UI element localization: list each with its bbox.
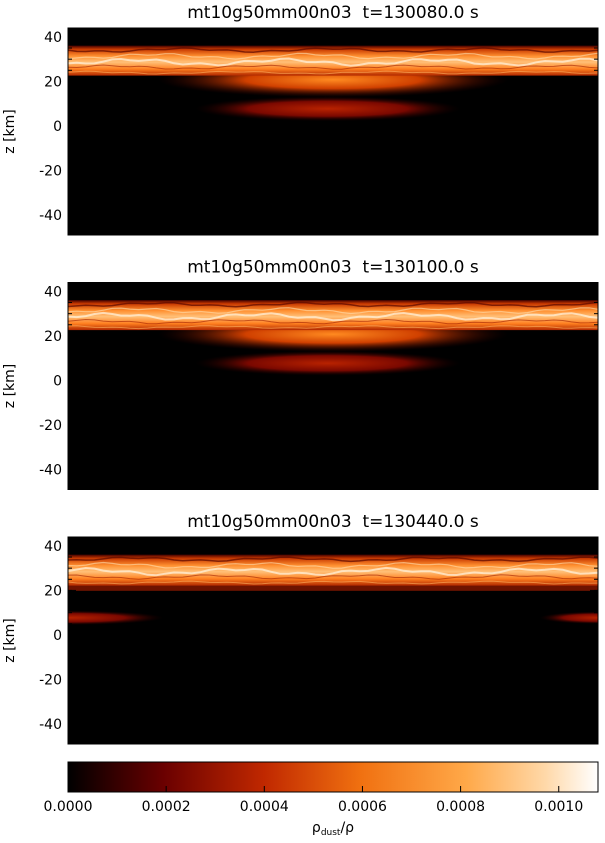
y-tick-label: 0 [53,119,62,135]
colorbar-label: ρdust/ρ [312,820,354,838]
streak [68,52,598,60]
streak [68,307,598,315]
heatmap [68,28,598,235]
colorbar-tick-label: 0.0002 [142,799,191,815]
streak [68,580,598,585]
y-tick-label: 20 [44,329,62,345]
dust-blob [539,611,598,624]
heatmap [68,537,598,744]
y-tick-label: -40 [39,462,62,478]
colorbar-tick-label: 0.0006 [338,799,387,815]
colorbar-tick-label: 0.0010 [534,799,583,815]
streak [68,318,598,325]
y-tick-label: -20 [39,418,62,434]
streak [68,325,598,330]
colorbar-tick-label: 0.0008 [436,799,485,815]
streak [68,556,598,563]
streak [68,301,598,308]
panel-title: mt10g50mm00n03 t=130440.0 s [187,512,479,532]
colorbar-tick-label: 0.0004 [240,799,289,815]
panel-title: mt10g50mm00n03 t=130080.0 s [187,3,479,23]
y-tick-label: 0 [53,373,62,389]
heatmap [68,282,598,490]
y-tick-label: 20 [44,74,62,90]
y-tick-label: 0 [53,628,62,644]
label-rest: /ρ [340,820,354,836]
y-tick-label: 40 [44,539,62,555]
y-tick-label: -40 [39,717,62,733]
streak [68,47,598,53]
panel-title: mt10g50mm00n03 t=130100.0 s [187,258,479,278]
streak [68,64,598,70]
y-tick-label: -20 [39,672,62,688]
streak [68,57,598,67]
y-tick-label: 40 [44,30,62,46]
label-sub: dust [321,828,341,838]
dust-blob [68,610,164,625]
y-axis-label: z [km] [2,109,18,153]
colorbar [67,761,599,793]
streak [68,574,598,580]
y-tick-label: 40 [44,284,62,300]
y-tick-label: -20 [39,163,62,179]
y-axis-label: z [km] [2,618,18,662]
y-tick-label: -40 [39,208,62,224]
dust-blob [195,350,461,376]
y-axis-label: z [km] [2,364,18,408]
streak [68,561,598,569]
colorbar-tick-label: 0.0000 [44,799,93,815]
y-tick-label: 20 [44,583,62,599]
streak [68,311,598,322]
streak [68,566,598,577]
label-base: ρ [312,820,321,836]
dust-blob [195,96,461,122]
streak [68,70,598,75]
